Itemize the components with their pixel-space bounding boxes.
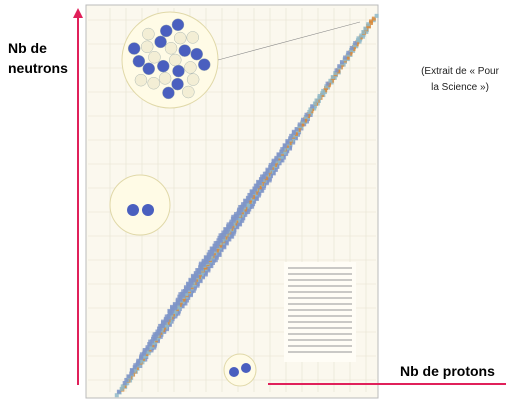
nucleon: [172, 19, 184, 31]
nucleon: [172, 78, 184, 90]
text-box-lines: [288, 268, 352, 352]
text-box: [284, 262, 356, 362]
nucleon: [148, 51, 160, 63]
slide: Nb de neutrons Nb de protons (Extrait de…: [0, 0, 518, 404]
y-arrow-head: [73, 8, 83, 18]
nucleon: [157, 60, 169, 72]
nucleon: [142, 204, 154, 216]
nucleon: [128, 43, 140, 55]
nuclide-cell: [375, 14, 379, 18]
nucleon: [159, 72, 171, 84]
nucleon: [229, 367, 239, 377]
nucleon: [191, 48, 203, 60]
nucleon: [241, 363, 251, 373]
nucleon: [162, 87, 174, 99]
nucleon: [187, 31, 199, 43]
nucleon: [165, 42, 177, 54]
nucleon: [155, 36, 167, 48]
nucleon: [179, 45, 191, 57]
nucleon: [160, 25, 172, 37]
nuclide-chart-image: [0, 0, 518, 404]
nucleon: [174, 32, 186, 44]
nucleon: [133, 55, 145, 67]
nucleon: [169, 54, 181, 66]
nucleon: [148, 77, 160, 89]
nucleon: [141, 41, 153, 53]
nucleon: [182, 86, 194, 98]
nucleon: [135, 74, 147, 86]
x-axis-label: Nb de protons: [400, 361, 495, 381]
y-axis-label: Nb de neutrons: [8, 38, 68, 78]
caption: (Extrait de « Pour la Science »): [398, 64, 518, 96]
nucleus-circle: [110, 175, 170, 235]
nucleon: [127, 204, 139, 216]
y-label-line: Nb de: [8, 38, 68, 58]
nucleon: [172, 65, 184, 77]
y-label-line: neutrons: [8, 58, 68, 78]
nucleus-circle: [224, 354, 256, 386]
nucleon: [142, 28, 154, 40]
nucleon: [184, 61, 196, 73]
nucleon: [198, 59, 210, 71]
caption-line: la Science »): [398, 80, 518, 96]
caption-line: (Extrait de « Pour: [398, 64, 518, 80]
nucleon: [187, 74, 199, 86]
nucleon: [143, 63, 155, 75]
